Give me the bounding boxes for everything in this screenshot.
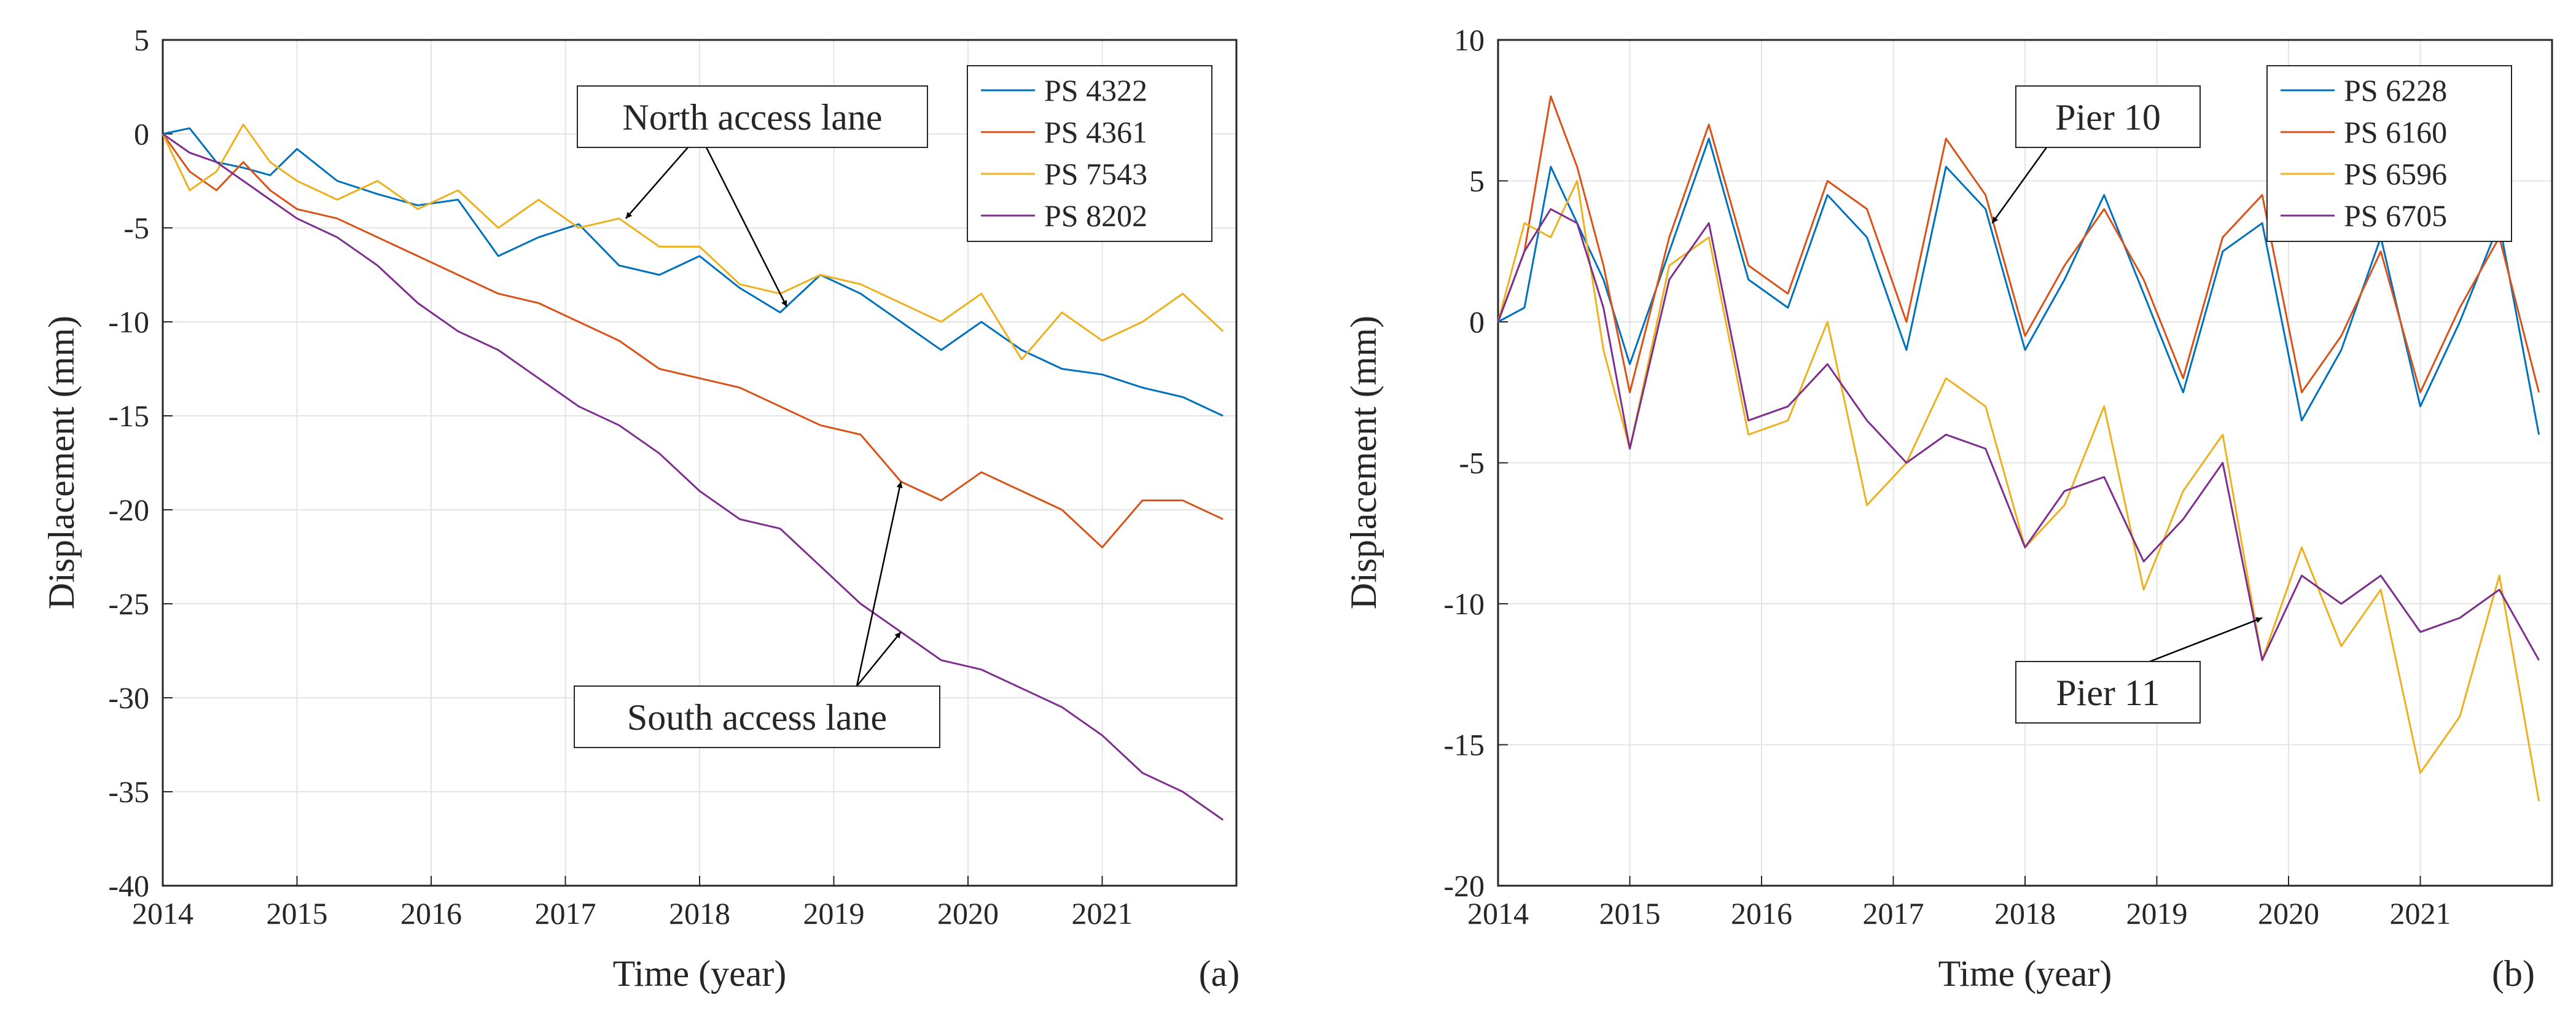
y-axis-label: Displacement (mm)	[41, 316, 82, 609]
x-tick-label: 2016	[1731, 896, 1792, 931]
y-axis-label: Displacement (mm)	[1343, 316, 1384, 609]
series-line-3	[1497, 180, 2540, 802]
legend-entry: PS 4322	[1044, 73, 1147, 107]
legend-entry: PS 7543	[1044, 157, 1147, 191]
x-axis: 2014 2015 2016 2017 2018 2019 2020 2021	[132, 876, 1133, 931]
legend-box	[967, 65, 1212, 242]
y-tick-label: -25	[108, 587, 149, 621]
series-line-2	[1497, 95, 2540, 394]
y-tick-label: 5	[1469, 164, 1485, 198]
annotation-arrow	[856, 631, 902, 687]
annotations: Pier 10 Pier 11	[1991, 85, 2263, 724]
annotation-arrow	[705, 147, 788, 308]
legend-entry: PS 6228	[2344, 73, 2447, 107]
series-line-2	[162, 133, 1224, 549]
x-tick-label: 2017	[1863, 896, 1924, 931]
x-tick-label: 2015	[1599, 896, 1661, 931]
annotation-label: South access lane	[627, 697, 887, 738]
y-tick-label: -5	[123, 211, 149, 245]
y-tick-label: -30	[108, 681, 149, 715]
annotation-label: Pier 10	[2055, 97, 2161, 138]
annotation-arrow	[856, 481, 903, 687]
annotation-label: Pier 11	[2056, 673, 2160, 713]
x-tick-label: 2014	[1467, 896, 1529, 931]
y-tick-label: 0	[134, 117, 149, 151]
annotation-label: North access lane	[622, 97, 882, 138]
series-line-1	[1497, 138, 2540, 435]
chart-panel-a: 2014 2015 2016 2017 2018 2019 2020 2021 5 0 -5 -10…	[41, 23, 1239, 994]
y-tick-label: -10	[108, 305, 149, 339]
x-axis: 2014 2015 2016 2017 2018 2019 2020 2021	[1467, 876, 2451, 931]
x-axis-label: Time (year)	[613, 953, 787, 994]
x-tick-label: 2020	[2258, 896, 2319, 931]
x-tick-label: 2017	[535, 896, 596, 931]
y-tick-label: -35	[108, 775, 149, 809]
annotation-box	[574, 685, 940, 748]
y-tick-label: -15	[108, 399, 149, 433]
x-tick-label: 2015	[267, 896, 328, 931]
legend-entry: PS 6705	[2344, 198, 2447, 233]
legend: PS 6228 PS 6160 PS 6596 PS 6705	[2266, 65, 2512, 242]
x-tick-label: 2019	[2126, 896, 2188, 931]
legend-entry: PS 8202	[1044, 198, 1147, 233]
panel-label: (a)	[1199, 953, 1240, 994]
series-lines	[1497, 95, 2540, 802]
y-tick-label: -20	[1443, 869, 1485, 903]
legend-box	[2266, 65, 2512, 242]
legend-entry: PS 6596	[2344, 157, 2447, 191]
annotation-box	[2015, 661, 2201, 724]
x-tick-label: 2021	[2390, 896, 2451, 931]
y-tick-label: -15	[1443, 728, 1485, 762]
annotation-arrow	[625, 147, 689, 219]
legend-entry: PS 4361	[1044, 115, 1147, 149]
y-tick-label: 10	[1454, 23, 1485, 57]
x-axis-label: Time (year)	[1938, 953, 2112, 994]
annotation-box	[577, 85, 928, 148]
annotation-arrow	[2149, 617, 2263, 663]
series-line-3	[162, 123, 1224, 361]
x-tick-label: 2019	[803, 896, 865, 931]
legend-entry: PS 6160	[2344, 115, 2447, 149]
x-tick-label: 2020	[937, 896, 999, 931]
y-tick-label: 0	[1469, 305, 1485, 339]
x-tick-label: 2021	[1072, 896, 1133, 931]
x-tick-label: 2018	[669, 896, 730, 931]
x-tick-label: 2016	[400, 896, 462, 931]
y-axis: 5 0 -5 -10 -15 -20 -25 -30 -35 -40	[108, 23, 173, 903]
series-lines	[162, 123, 1224, 821]
y-tick-label: -10	[1443, 587, 1485, 621]
legend: PS 4322 PS 4361 PS 7543 PS 8202	[967, 65, 1212, 242]
y-tick-label: -40	[108, 869, 149, 903]
annotation-box	[2015, 85, 2201, 148]
series-line-4	[1497, 208, 2540, 662]
panel-label: (b)	[2492, 953, 2535, 994]
series-line-4	[162, 133, 1224, 821]
annotation-arrow	[1991, 147, 2048, 224]
x-tick-label: 2018	[1994, 896, 2056, 931]
series-line-1	[162, 127, 1224, 417]
x-tick-label: 2014	[132, 896, 193, 931]
annotations: North access lane South access lane	[574, 85, 940, 748]
chart-panel-b: 2014 2015 2016 2017 2018 2019 2020 2021 10 5 0 -5 -…	[1343, 23, 2553, 994]
y-tick-label: -20	[108, 493, 149, 527]
y-tick-label: -5	[1459, 446, 1485, 480]
y-axis: 10 5 0 -5 -10 -15 -20	[1443, 23, 1508, 903]
y-tick-label: 5	[134, 23, 149, 57]
